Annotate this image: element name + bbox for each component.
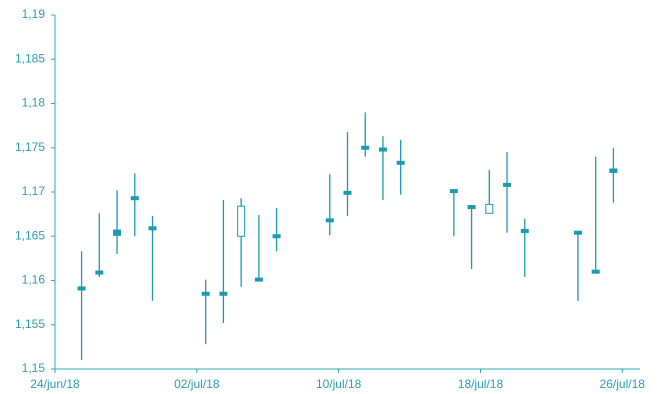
candle-body [396, 160, 405, 165]
candle-body [609, 168, 618, 174]
candle-body [520, 228, 529, 233]
y-tick-label: 1,18 [22, 96, 46, 110]
candle-body [113, 229, 122, 236]
candle-body [591, 269, 600, 274]
x-tick-label: 24/jun/18 [30, 377, 80, 391]
candle-body [201, 291, 210, 296]
candle-body [77, 286, 86, 291]
y-tick-label: 1,165 [15, 228, 45, 242]
candle-body [254, 277, 263, 282]
candle-body [378, 147, 387, 152]
x-tick-label: 02/jul/18 [174, 377, 220, 391]
candle-body [467, 205, 476, 210]
candle-body [485, 203, 494, 214]
candle-body [148, 226, 157, 231]
candle-body [361, 145, 370, 150]
candle-body [219, 291, 228, 296]
y-tick-label: 1,16 [22, 273, 46, 287]
y-tick-label: 1,19 [22, 7, 46, 21]
candle-body [237, 205, 246, 237]
candle-body [343, 190, 352, 195]
y-tick-label: 1,17 [22, 184, 46, 198]
x-tick-label: 26/jul/18 [600, 377, 646, 391]
x-tick-label: 18/jul/18 [458, 377, 504, 391]
candle-body [130, 196, 139, 201]
y-tick-label: 1,185 [15, 51, 45, 65]
candle-body [95, 270, 104, 275]
candle-body [503, 182, 512, 187]
y-tick-label: 1,175 [15, 140, 45, 154]
candle-body [449, 189, 458, 194]
candle-body [272, 234, 281, 239]
y-tick-label: 1,155 [15, 317, 45, 331]
x-tick-label: 10/jul/18 [316, 377, 362, 391]
candle-body [325, 218, 334, 223]
candle-body [573, 230, 582, 235]
y-tick-label: 1,15 [22, 361, 46, 375]
